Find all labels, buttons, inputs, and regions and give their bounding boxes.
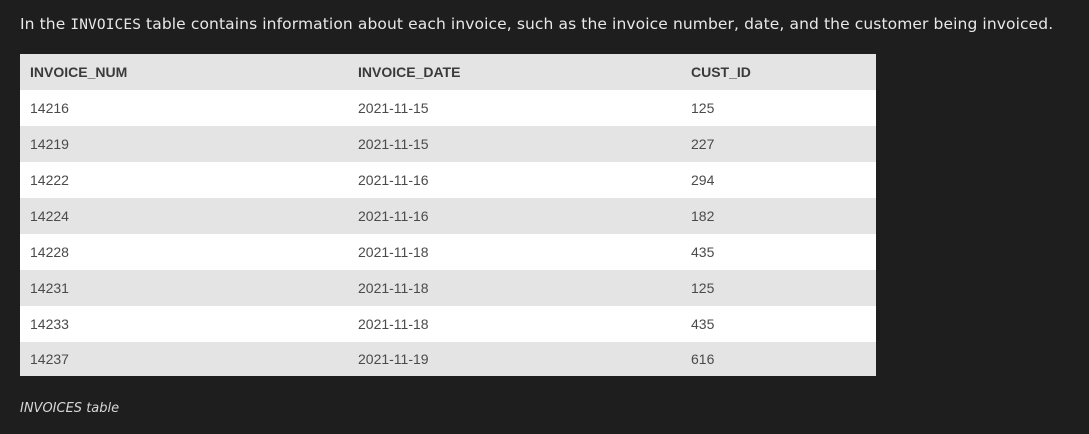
invoices-table: INVOICE_NUM INVOICE_DATE CUST_ID 14216 2… [20,54,876,376]
column-header-invoice-num: INVOICE_NUM [20,54,348,90]
cell-cust-id: 125 [681,270,876,306]
table-row: 14228 2021-11-18 435 [20,234,876,270]
cell-invoice-num: 14222 [20,162,348,198]
cell-invoice-num: 14219 [20,126,348,162]
intro-text-after: table contains information about each in… [141,15,1054,33]
cell-invoice-date: 2021-11-18 [348,270,681,306]
cell-cust-id: 182 [681,198,876,234]
cell-invoice-num: 14224 [20,198,348,234]
cell-invoice-date: 2021-11-16 [348,198,681,234]
table-caption: INVOICES table [20,401,120,416]
cell-invoice-date: 2021-11-19 [348,342,681,376]
table-header-row: INVOICE_NUM INVOICE_DATE CUST_ID [20,54,876,90]
cell-invoice-date: 2021-11-15 [348,126,681,162]
cell-cust-id: 227 [681,126,876,162]
cell-invoice-num: 14216 [20,90,348,126]
cell-cust-id: 125 [681,90,876,126]
cell-invoice-date: 2021-11-15 [348,90,681,126]
cell-cust-id: 616 [681,342,876,376]
column-header-cust-id: CUST_ID [681,54,876,90]
cell-invoice-num: 14228 [20,234,348,270]
table-row: 14222 2021-11-16 294 [20,162,876,198]
cell-invoice-num: 14231 [20,270,348,306]
table-row: 14216 2021-11-15 125 [20,90,876,126]
cell-invoice-date: 2021-11-18 [348,234,681,270]
intro-text-before: In the [20,15,71,33]
cell-invoice-num: 14237 [20,342,348,376]
table-row: 14237 2021-11-19 616 [20,342,876,376]
cell-invoice-date: 2021-11-18 [348,306,681,342]
table-row: 14231 2021-11-18 125 [20,270,876,306]
cell-cust-id: 294 [681,162,876,198]
table-row: 14233 2021-11-18 435 [20,306,876,342]
column-header-invoice-date: INVOICE_DATE [348,54,681,90]
cell-cust-id: 435 [681,306,876,342]
intro-paragraph: In the INVOICES table contains informati… [20,13,1053,36]
cell-invoice-num: 14233 [20,306,348,342]
cell-cust-id: 435 [681,234,876,270]
intro-table-name-code: INVOICES [70,17,142,33]
cell-invoice-date: 2021-11-16 [348,162,681,198]
table-row: 14224 2021-11-16 182 [20,198,876,234]
table-row: 14219 2021-11-15 227 [20,126,876,162]
